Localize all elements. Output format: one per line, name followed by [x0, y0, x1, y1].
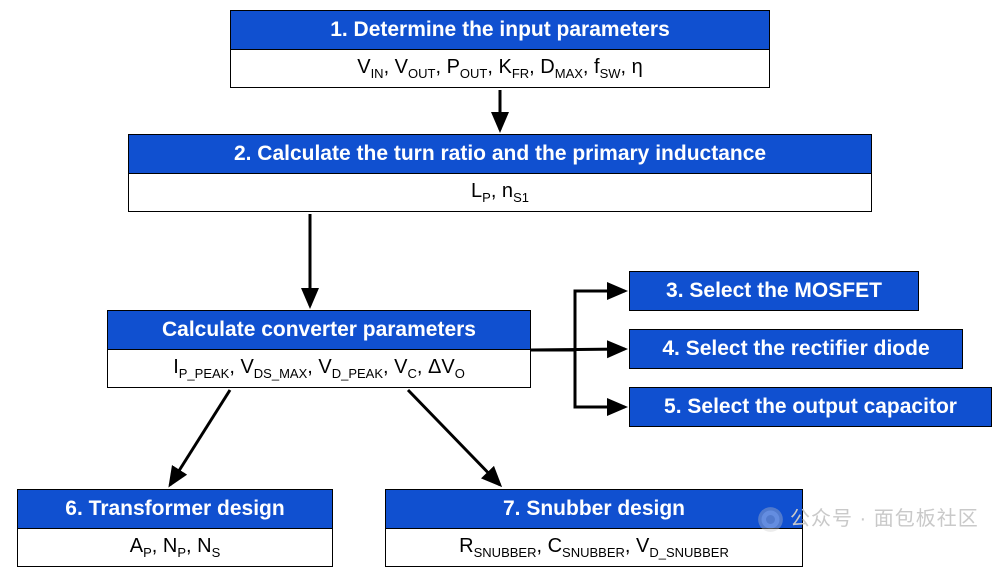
edge-e5	[408, 390, 500, 485]
node-body: AP, NP, NS	[18, 529, 332, 566]
node-n2: 2. Calculate the turn ratio and the prim…	[128, 134, 872, 212]
node-header: 4. Select the rectifier diode	[630, 330, 962, 368]
node-nC: Calculate converter parametersIP_PEAK, V…	[107, 310, 531, 388]
node-header: 5. Select the output capacitor	[630, 388, 991, 426]
watermark-text: 公众号 · 面包板社区	[790, 508, 979, 530]
node-body: LP, nS1	[129, 174, 871, 211]
node-header: 6. Transformer design	[18, 490, 332, 529]
node-header: 1. Determine the input parameters	[231, 11, 769, 50]
node-header: 2. Calculate the turn ratio and the prim…	[129, 135, 871, 174]
edge-e3b	[531, 349, 625, 350]
edge-e3a	[531, 291, 625, 350]
watermark: 公众号 · 面包板社区	[757, 502, 979, 533]
node-n7: 7. Snubber designRSNUBBER, CSNUBBER, VD_…	[385, 489, 803, 567]
node-n6: 6. Transformer designAP, NP, NS	[17, 489, 333, 567]
node-body: IP_PEAK, VDS_MAX, VD_PEAK, VC, ΔVO	[108, 350, 530, 387]
node-body: VIN, VOUT, POUT, KFR, DMAX, fSW, η	[231, 50, 769, 87]
node-body: RSNUBBER, CSNUBBER, VD_SNUBBER	[386, 529, 802, 566]
node-header: 7. Snubber design	[386, 490, 802, 529]
node-n3: 3. Select the MOSFET	[629, 271, 919, 311]
node-n4: 4. Select the rectifier diode	[629, 329, 963, 369]
node-n1: 1. Determine the input parametersVIN, VO…	[230, 10, 770, 88]
node-header: 3. Select the MOSFET	[630, 272, 918, 310]
node-n5: 5. Select the output capacitor	[629, 387, 992, 427]
edge-e4	[170, 390, 230, 485]
edge-e3c	[531, 350, 625, 407]
node-header: Calculate converter parameters	[108, 311, 530, 350]
